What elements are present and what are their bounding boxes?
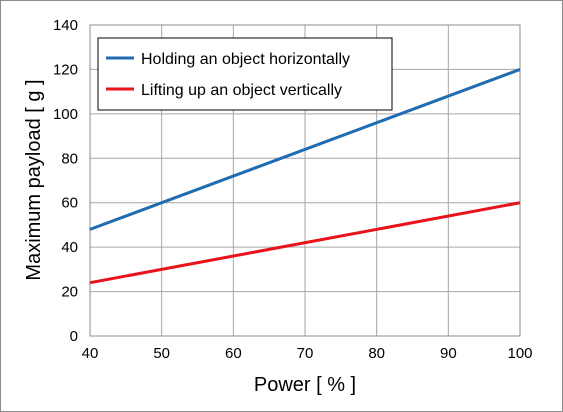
x-tick-label: 50 [153,345,170,362]
y-tick-label: 60 [61,195,78,212]
y-tick-label: 120 [53,61,78,78]
y-tick-labels: 0 20 40 60 80 100 120 140 [53,17,78,345]
y-tick-label: 100 [53,106,78,123]
y-tick-label: 140 [53,17,78,34]
plot-area [89,24,521,337]
y-tick-label: 40 [61,239,78,256]
series-lines [89,68,521,285]
x-tick-label: 70 [297,345,314,362]
y-axis-title: Maximum payload [ g ] [23,79,45,280]
x-tick-labels: 40 50 60 70 80 90 100 [82,345,533,362]
y-tick-label: 80 [61,150,78,167]
x-tick-label: 90 [440,345,457,362]
x-tick-label: 40 [82,345,99,362]
y-tick-label: 0 [70,328,78,345]
x-tick-label: 100 [507,345,532,362]
x-tick-label: 80 [368,345,385,362]
legend: Holding an object horizontally Lifting u… [97,37,393,111]
x-tick-label: 60 [225,345,242,362]
y-tick-label: 20 [61,284,78,301]
series-line-0 [89,68,521,231]
legend-label-holding: Holding an object horizontally [141,51,350,68]
legend-label-lifting: Lifting up an object vertically [141,82,342,99]
x-axis-title: Power [ % ] [254,374,356,396]
series-line-1 [89,201,521,285]
legend-box [97,37,393,111]
